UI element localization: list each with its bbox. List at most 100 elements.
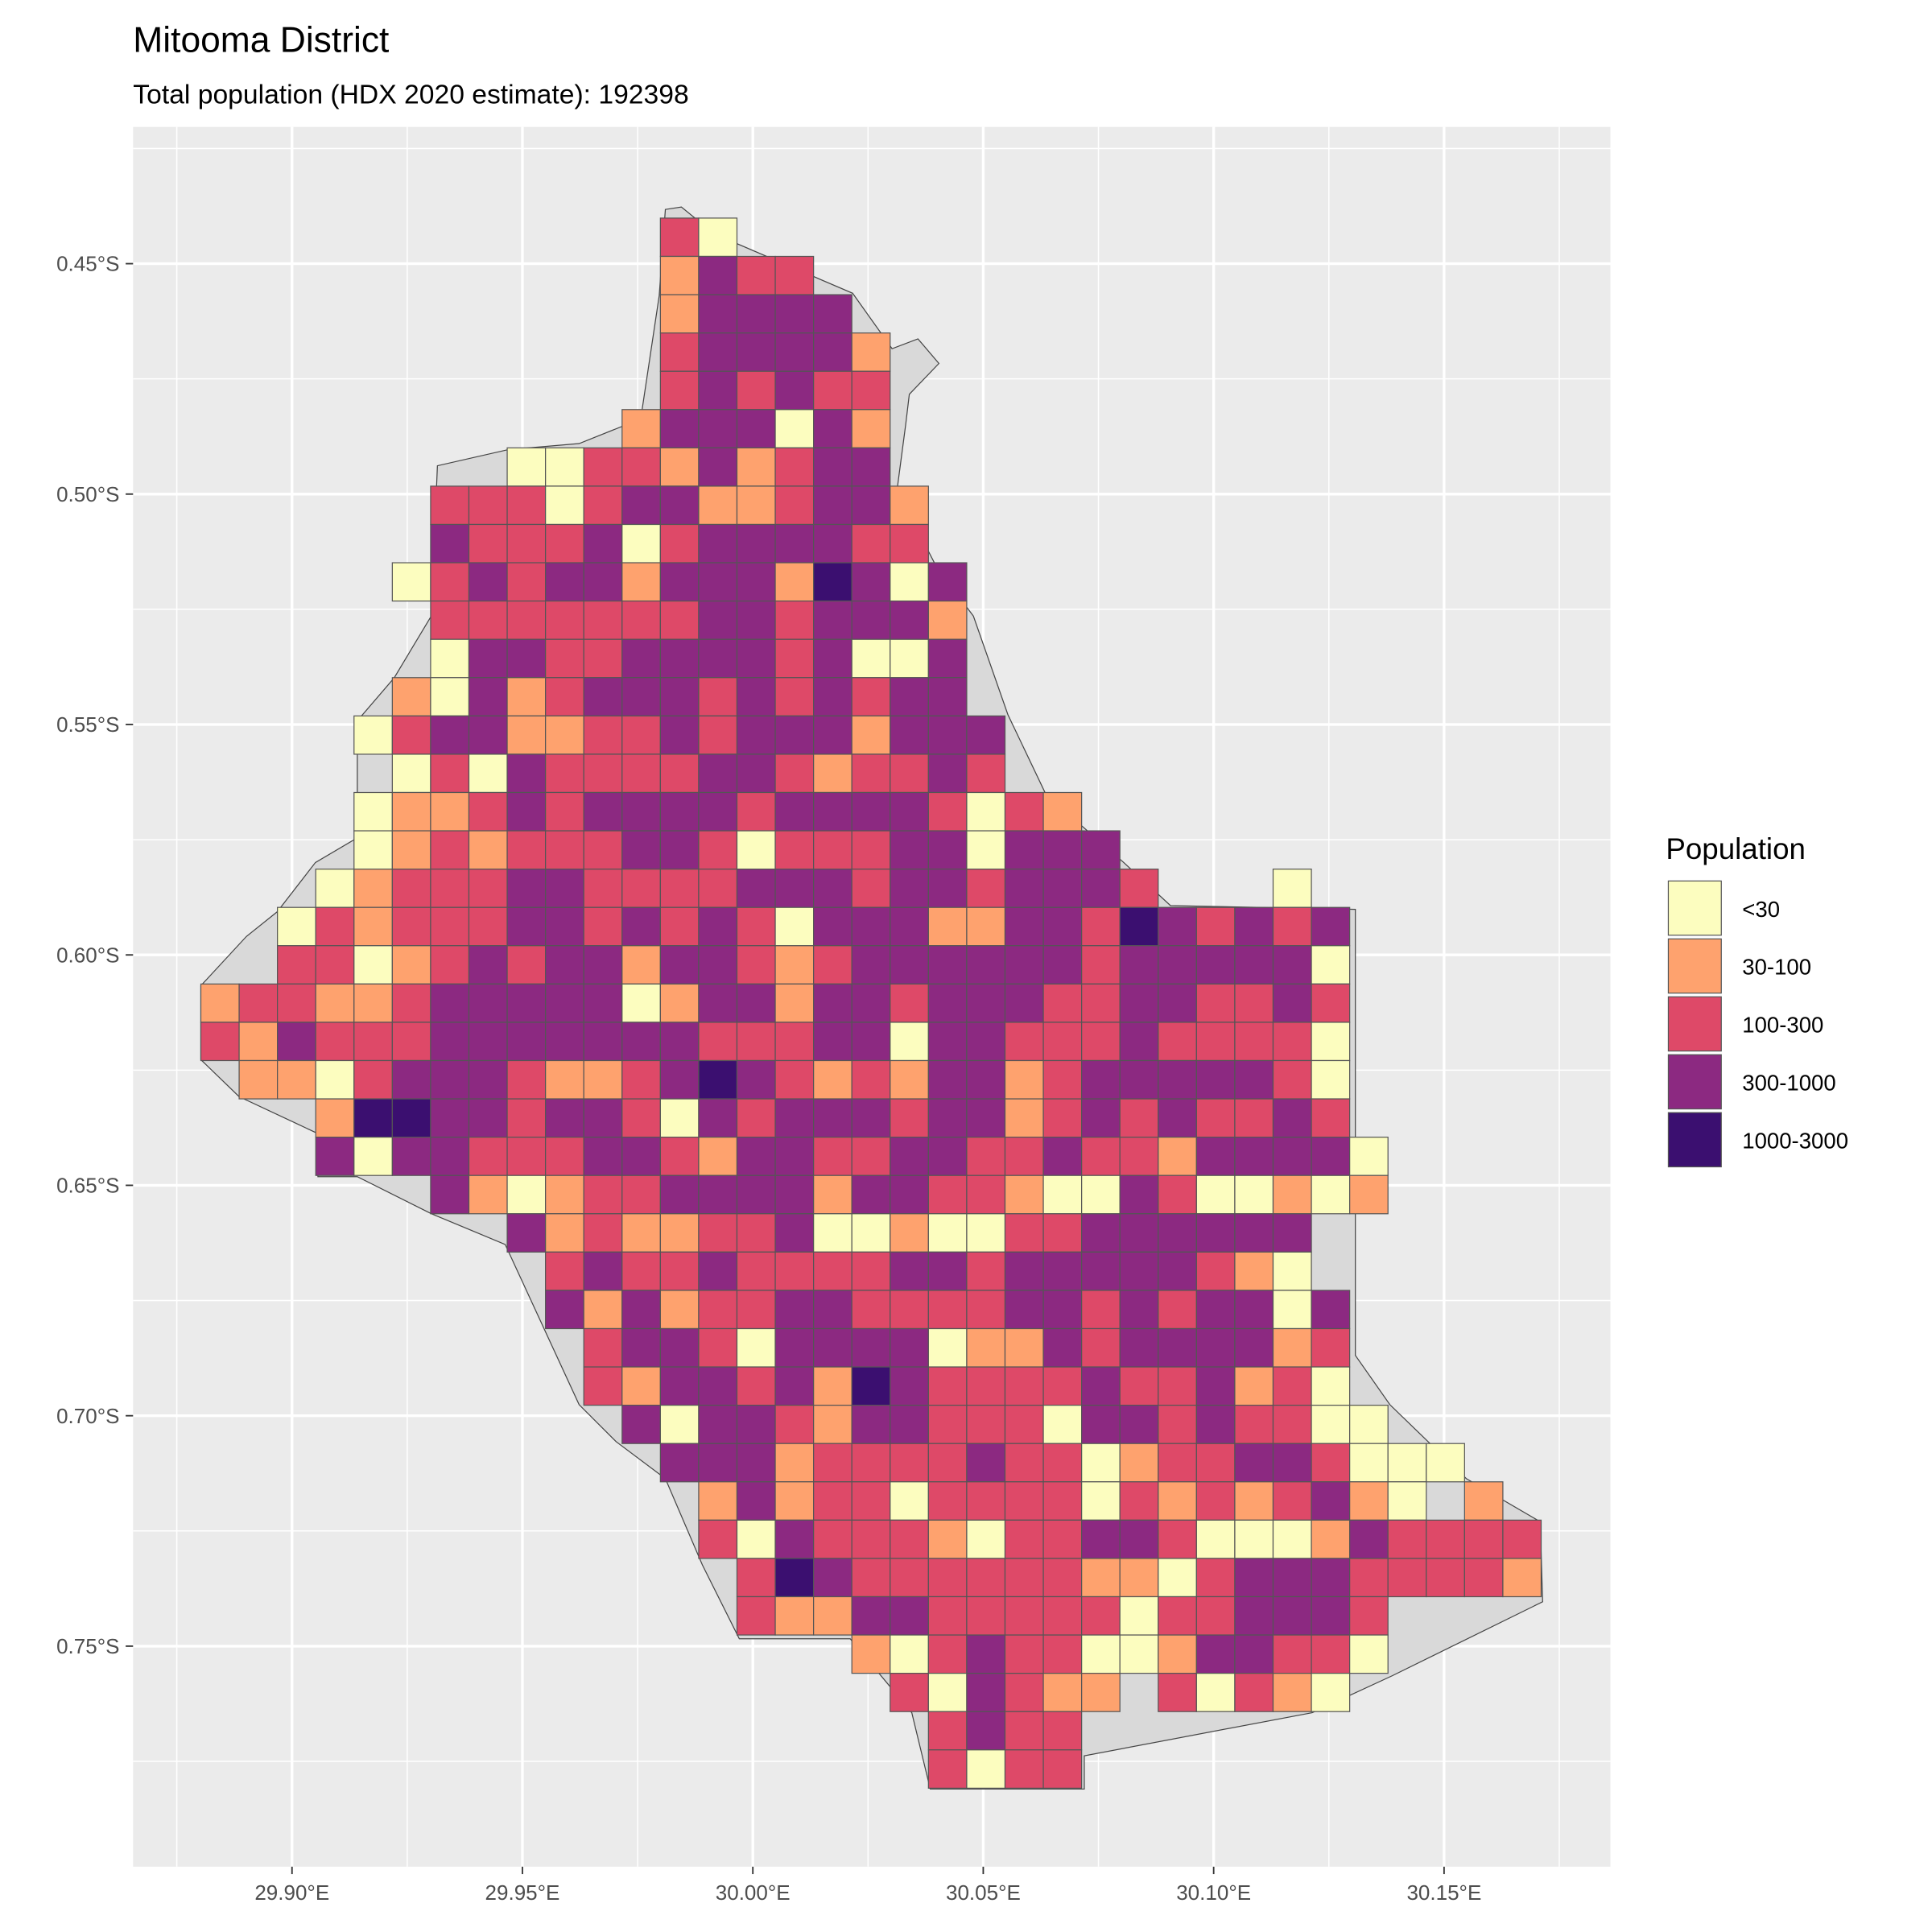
- population-cell: [391, 677, 431, 716]
- population-cell: [1004, 1558, 1044, 1598]
- population-cell: [698, 523, 738, 564]
- population-cell: [1042, 1059, 1083, 1100]
- population-cell: [966, 1213, 1006, 1253]
- population-cell: [1349, 1634, 1389, 1674]
- population-cell: [1272, 1596, 1312, 1636]
- population-cell: [1119, 906, 1159, 947]
- population-cell: [277, 1059, 316, 1100]
- population-cell: [890, 1634, 929, 1674]
- population-cell: [1042, 791, 1083, 832]
- population-cell: [1272, 945, 1312, 985]
- population-cell: [430, 677, 470, 716]
- population-cell: [1234, 1098, 1274, 1138]
- population-cell: [851, 906, 891, 947]
- population-cell: [277, 983, 316, 1023]
- population-cell: [774, 523, 815, 564]
- population-cell: [851, 447, 891, 487]
- population-cell: [1158, 1098, 1197, 1138]
- population-cell: [468, 601, 508, 640]
- population-cell: [583, 485, 623, 526]
- population-cell: [1004, 1213, 1044, 1253]
- population-cell: [506, 906, 547, 947]
- legend-label: 100-300: [1742, 1013, 1823, 1038]
- population-cell: [1195, 945, 1236, 985]
- population-cell: [851, 332, 891, 372]
- population-cell: [1158, 1481, 1197, 1521]
- population-cell: [774, 1290, 815, 1330]
- population-cell: [890, 1596, 929, 1636]
- population-cell: [583, 1290, 623, 1330]
- population-cell: [890, 1290, 929, 1330]
- population-cell: [659, 869, 700, 908]
- population-cell: [1004, 1711, 1044, 1751]
- population-cell: [927, 1673, 968, 1712]
- population-cell: [698, 1251, 738, 1291]
- population-cell: [1004, 830, 1044, 870]
- population-cell: [583, 791, 623, 832]
- population-cell: [583, 869, 623, 908]
- population-cell: [1158, 1137, 1197, 1176]
- population-cell: [621, 1022, 661, 1062]
- population-cell: [1234, 1443, 1274, 1483]
- population-cell: [1234, 906, 1274, 947]
- population-cell: [621, 715, 661, 755]
- population-cell: [506, 869, 547, 908]
- population-cell: [736, 1443, 776, 1483]
- population-cell: [430, 601, 470, 640]
- population-cell: [315, 906, 355, 947]
- population-cell: [353, 1059, 393, 1100]
- population-cell: [659, 983, 700, 1023]
- population-cell: [966, 1251, 1006, 1291]
- population-cell: [315, 869, 355, 908]
- population-cell: [851, 1059, 891, 1100]
- population-cell: [851, 715, 891, 755]
- population-cell: [583, 1059, 623, 1100]
- population-cell: [659, 294, 700, 334]
- population-cell: [736, 601, 776, 640]
- population-cell: [851, 1558, 891, 1598]
- population-cell: [774, 562, 815, 602]
- population-cell: [813, 1481, 852, 1521]
- y-tick-label: 0.45°S: [56, 252, 119, 276]
- population-cell: [430, 638, 470, 679]
- population-cell: [966, 1634, 1006, 1674]
- population-cell: [1158, 1059, 1197, 1100]
- population-cell: [813, 1022, 852, 1062]
- population-cell: [774, 485, 815, 526]
- population-cell: [430, 1059, 470, 1100]
- population-cell: [1042, 1405, 1083, 1444]
- population-cell: [1311, 1596, 1351, 1636]
- population-cell: [506, 983, 547, 1023]
- population-cell: [659, 791, 700, 832]
- population-cell: [1463, 1519, 1504, 1559]
- population-cell: [927, 1022, 968, 1062]
- population-cell: [545, 1213, 584, 1253]
- population-cell: [583, 753, 623, 794]
- population-cell: [1081, 1290, 1121, 1330]
- population-cell: [927, 1519, 968, 1559]
- population-cell: [621, 869, 661, 908]
- population-cell: [851, 1098, 891, 1138]
- population-cell: [391, 906, 431, 947]
- population-cell: [1195, 1366, 1236, 1406]
- population-cell: [736, 1022, 776, 1062]
- population-cell: [813, 1596, 852, 1636]
- population-cell: [698, 677, 738, 716]
- population-cell: [1195, 1481, 1236, 1521]
- population-cell: [545, 562, 584, 602]
- population-cell: [927, 830, 968, 870]
- population-cell: [468, 830, 508, 870]
- population-cell: [659, 601, 700, 640]
- population-cell: [621, 753, 661, 794]
- population-cell: [659, 1174, 700, 1215]
- population-cell: [1158, 1634, 1197, 1674]
- population-cell: [851, 753, 891, 794]
- population-cell: [774, 1405, 815, 1444]
- population-cell: [468, 523, 508, 564]
- population-cell: [545, 1290, 584, 1330]
- population-cell: [1311, 1634, 1351, 1674]
- population-cell: [698, 1022, 738, 1062]
- population-cell: [774, 1327, 815, 1368]
- population-cell: [890, 830, 929, 870]
